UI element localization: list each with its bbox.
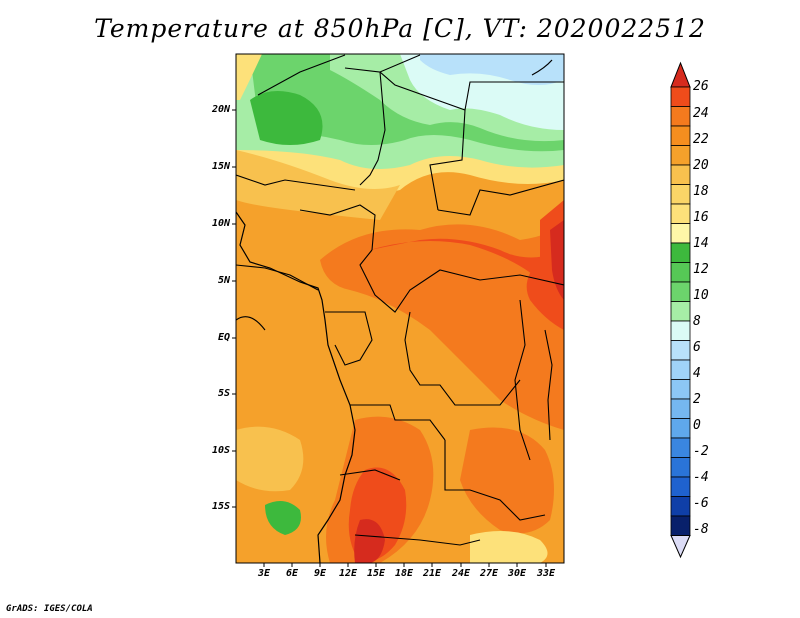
- colorbar: [670, 61, 691, 559]
- lon-label-33e: 33E: [536, 568, 556, 579]
- colorbar-label-minus-6: -6: [693, 496, 709, 511]
- colorbar-label-minus-8: -8: [693, 522, 709, 537]
- temperature-field: [236, 54, 564, 563]
- colorbar-label-0: 0: [693, 418, 701, 433]
- lat-label-5s: 5S: [217, 388, 230, 399]
- colorbar-label-22: 22: [693, 132, 709, 147]
- lat-label-15n: 15N: [211, 161, 230, 172]
- colorbar-label-8: 8: [693, 314, 701, 329]
- map-title: Temperature at 850hPa [C], VT: 202002251…: [94, 14, 706, 43]
- colorbar-label-24: 24: [693, 106, 709, 121]
- lon-label-24e: 24E: [451, 568, 471, 579]
- colorbar-label-6: 6: [693, 340, 701, 355]
- lat-label-10n: 10N: [211, 218, 230, 229]
- map-frame: [235, 53, 565, 564]
- colorbar-label-18: 18: [693, 184, 709, 199]
- coastline: [236, 59, 553, 563]
- grads-credit: GrADS: IGES/COLA: [6, 604, 93, 614]
- axis-ticks: [232, 109, 547, 567]
- colorbar-label-10: 10: [693, 288, 709, 303]
- lon-label-18e: 18E: [394, 568, 414, 579]
- colorbar-underflow-triangle: [670, 535, 691, 559]
- colorbar-label-14: 14: [693, 236, 709, 251]
- colorbar-label-minus-4: -4: [693, 470, 709, 485]
- lon-label-21e: 21E: [422, 568, 442, 579]
- lon-label-12e: 12E: [338, 568, 358, 579]
- lon-label-15e: 15E: [366, 568, 386, 579]
- colorbar-label-26: 26: [693, 79, 709, 94]
- colorbar-overflow-triangle: [670, 61, 691, 88]
- lat-label-15s: 15S: [211, 501, 230, 512]
- lat-label-5n: 5N: [217, 275, 230, 286]
- lon-label-9e: 9E: [313, 568, 327, 579]
- lon-label-3e: 3E: [257, 568, 271, 579]
- lat-label-eq: EQ: [217, 332, 230, 343]
- lon-label-27e: 27E: [479, 568, 499, 579]
- colorbar-label-2: 2: [693, 392, 701, 407]
- colorbar-label-20: 20: [693, 158, 709, 173]
- colorbar-label-16: 16: [693, 210, 709, 225]
- colorbar-label-4: 4: [693, 366, 701, 381]
- lon-label-30e: 30E: [507, 568, 527, 579]
- lon-label-6e: 6E: [285, 568, 299, 579]
- lat-label-10s: 10S: [211, 445, 230, 456]
- lat-label-20n: 20N: [211, 104, 230, 115]
- country-borders: [236, 54, 564, 546]
- colorbar-label-minus-2: -2: [693, 444, 709, 459]
- colorbar-label-12: 12: [693, 262, 709, 277]
